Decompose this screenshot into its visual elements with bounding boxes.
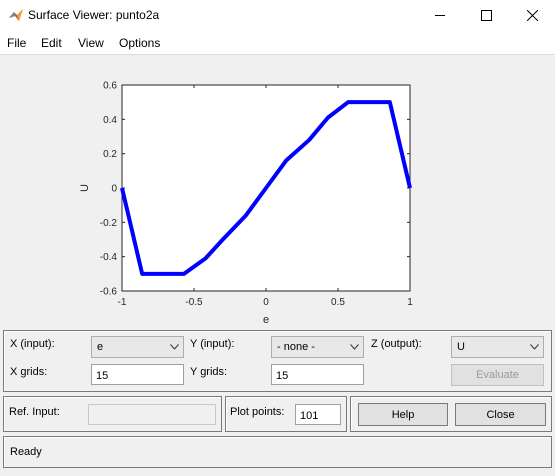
- y-tick-label: 0.6: [103, 81, 117, 92]
- y-tick-label: -0.4: [100, 252, 118, 263]
- ref-input-field[interactable]: [88, 404, 216, 425]
- chevron-down-icon: [526, 337, 543, 357]
- y-input-select[interactable]: - none -: [271, 336, 364, 358]
- evaluate-button[interactable]: Evaluate: [451, 364, 544, 386]
- x-input-label: X (input):: [10, 338, 55, 350]
- evaluate-button-label: Evaluate: [476, 369, 519, 381]
- menu-options[interactable]: Options: [119, 36, 161, 50]
- y-input-value: - none -: [277, 341, 315, 353]
- variables-panel: X (input): e Y (input): - none - Z (outp…: [3, 330, 552, 392]
- z-output-label: Z (output):: [371, 338, 422, 350]
- x-tick-label: 0: [263, 297, 269, 308]
- y-tick-label: 0: [111, 184, 117, 195]
- close-window-button[interactable]: [509, 0, 555, 30]
- chevron-down-icon: [166, 337, 183, 357]
- series-line: [120, 100, 412, 276]
- menu-file[interactable]: File: [7, 36, 27, 50]
- minimize-icon: [434, 14, 445, 16]
- minimize-button[interactable]: [417, 0, 463, 30]
- plot-points-input[interactable]: [295, 404, 341, 425]
- plot-area: -1 -0.5 0 0.5 1 -0.6 -0.4 -0.2 0 0.2 0.4 0.6 e U: [0, 55, 555, 327]
- y-tick-label: -0.6: [100, 287, 118, 298]
- y-axis-label: U: [79, 184, 91, 192]
- maximize-icon: [480, 9, 492, 21]
- x-grids-label: X grids:: [10, 366, 48, 378]
- status-bar: Ready: [3, 436, 552, 468]
- menu-bar: File Edit View Options: [0, 30, 555, 55]
- help-button-label: Help: [391, 408, 415, 421]
- close-button-label: Close: [486, 408, 515, 421]
- ref-input-label: Ref. Input:: [9, 406, 60, 418]
- actions-panel: Help Close: [350, 396, 552, 432]
- title-bar: Surface Viewer: punto2a: [0, 0, 555, 30]
- help-button[interactable]: Help: [358, 403, 448, 426]
- x-tick-label: 1: [407, 297, 413, 308]
- chevron-down-icon: [346, 337, 363, 357]
- y-grids-input[interactable]: [271, 364, 364, 385]
- x-tick-label: -1: [118, 297, 127, 308]
- y-input-label: Y (input):: [190, 338, 235, 350]
- y-grids-label: Y grids:: [190, 366, 228, 378]
- plot-points-panel: Plot points:: [225, 396, 347, 432]
- window-title: Surface Viewer: punto2a: [28, 8, 160, 22]
- plot-points-label: Plot points:: [230, 406, 285, 418]
- menu-view[interactable]: View: [78, 36, 104, 50]
- y-tick-label: 0.4: [103, 115, 117, 126]
- x-input-select[interactable]: e: [91, 336, 184, 358]
- x-input-value: e: [97, 341, 104, 353]
- menu-edit[interactable]: Edit: [41, 36, 62, 50]
- x-tick-label: 0.5: [331, 297, 345, 308]
- y-tick-label: 0.2: [103, 149, 117, 160]
- z-output-select[interactable]: U: [451, 336, 544, 358]
- maximize-button[interactable]: [463, 0, 509, 30]
- close-button[interactable]: Close: [455, 403, 546, 426]
- x-axis-label: e: [263, 314, 269, 325]
- matlab-icon: [9, 9, 23, 21]
- close-icon: [526, 9, 538, 21]
- x-grids-input[interactable]: [91, 364, 184, 385]
- status-text: Ready: [10, 446, 42, 458]
- z-output-value: U: [457, 341, 465, 353]
- surface-plot[interactable]: -1 -0.5 0 0.5 1 -0.6 -0.4 -0.2 0 0.2 0.4 0.6 e U: [0, 55, 555, 327]
- y-tick-label: -0.2: [100, 218, 118, 229]
- x-tick-label: -0.5: [185, 297, 203, 308]
- ref-input-panel: Ref. Input:: [3, 396, 222, 432]
